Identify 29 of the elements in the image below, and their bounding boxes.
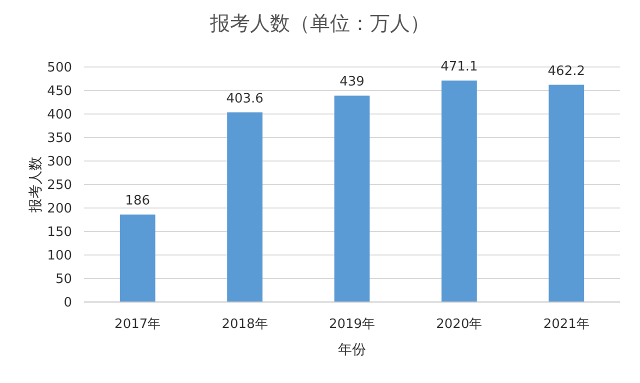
x-tick-label: 2019年 [328, 317, 376, 332]
data-label: 471.1 [440, 60, 478, 75]
y-tick-label: 250 [47, 178, 72, 193]
y-tick-label: 200 [47, 202, 72, 216]
y-tick-label: 500 [47, 60, 72, 76]
x-tick-label: 2021年 [543, 317, 590, 332]
bar [334, 96, 370, 302]
y-axis-title: 报考人数 [28, 156, 44, 214]
data-label: 439 [340, 74, 364, 90]
x-tick-label: 2018年 [222, 317, 268, 332]
bar [227, 112, 262, 302]
y-tick-label: 50 [55, 272, 72, 287]
y-tick-label: 350 [47, 131, 72, 146]
bar [442, 80, 477, 302]
y-tick-label: 150 [47, 225, 72, 240]
x-tick-label: 2017年 [114, 317, 161, 332]
x-tick-label: 2020年 [436, 317, 482, 332]
data-label: 462.2 [548, 64, 586, 79]
y-tick-label: 300 [47, 154, 72, 170]
bar [120, 214, 156, 302]
data-label: 403.6 [226, 91, 264, 106]
y-tick-label: 450 [47, 84, 72, 99]
data-label: 186 [125, 194, 150, 209]
y-tick-label: 100 [47, 248, 72, 264]
x-axis-title: 年份 [338, 342, 366, 358]
y-tick-label: 400 [47, 108, 72, 122]
y-tick-label: 0 [64, 296, 72, 310]
bar [548, 84, 584, 302]
chart-title: 报考人数（单位：万人） [209, 11, 430, 35]
